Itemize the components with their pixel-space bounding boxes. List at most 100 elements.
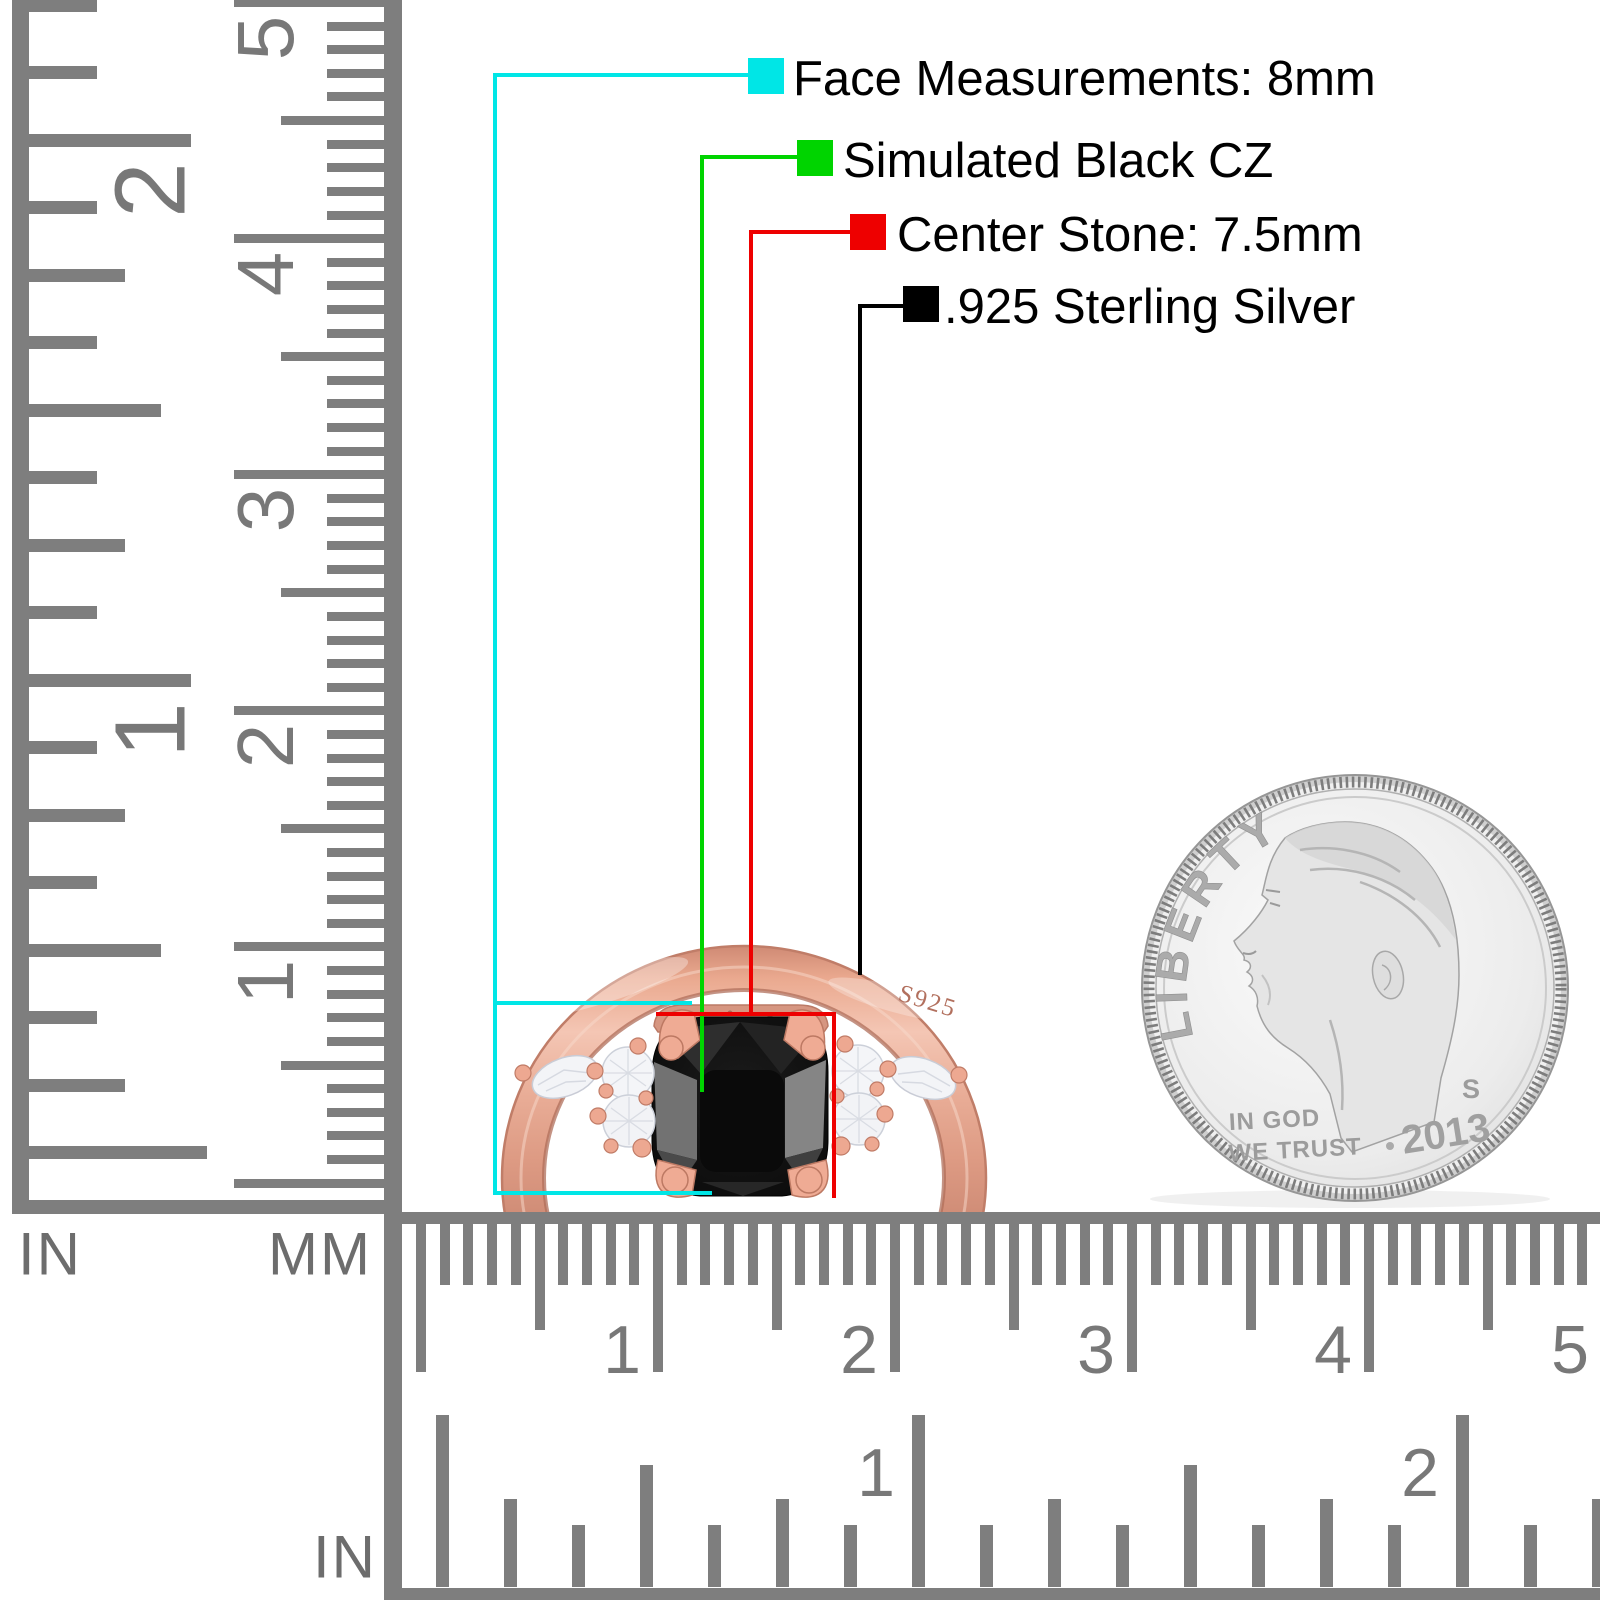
legend-swatch-face-measurements bbox=[748, 58, 784, 94]
ruler-tick bbox=[327, 635, 384, 645]
ruler-tick bbox=[979, 1525, 993, 1587]
ruler-tick bbox=[1183, 1465, 1197, 1587]
legend-swatch-sterling-silver bbox=[903, 286, 939, 322]
ruler-tick bbox=[700, 1222, 711, 1285]
ruler-tick bbox=[327, 800, 384, 810]
ruler-tick bbox=[327, 68, 384, 78]
ruler-tick bbox=[327, 257, 384, 267]
ruler-tick bbox=[327, 517, 384, 527]
ruler-tick bbox=[29, 538, 125, 552]
dime-coin: LIBERTY IN GOD WE TRUST S 2013 bbox=[1141, 774, 1569, 1208]
ruler-number: 2 bbox=[840, 1312, 878, 1388]
ring-photo: S925 bbox=[500, 944, 988, 1215]
ruler-tick bbox=[327, 45, 384, 55]
ruler-tick bbox=[890, 1222, 900, 1372]
ruler-tick bbox=[1127, 1222, 1137, 1372]
left-stone-cluster bbox=[514, 1037, 656, 1158]
ruler-tick bbox=[1032, 1222, 1043, 1285]
ruler-tick bbox=[653, 1222, 663, 1372]
ruler-tick bbox=[1387, 1525, 1401, 1587]
vertical-ruler-inch-spine bbox=[12, 0, 29, 1214]
ruler-tick bbox=[605, 1222, 616, 1285]
ruler-tick bbox=[961, 1222, 972, 1285]
coin-motto-line1: IN GOD bbox=[1228, 1104, 1321, 1136]
ruler-tick bbox=[281, 588, 384, 598]
ruler-tick bbox=[327, 163, 384, 173]
ruler-tick bbox=[937, 1222, 948, 1285]
ruler-tick bbox=[1221, 1222, 1232, 1285]
callout-line-segment bbox=[749, 230, 753, 1016]
ruler-tick bbox=[771, 1222, 782, 1330]
ruler-number: 2 bbox=[1401, 1435, 1439, 1511]
ruler-tick bbox=[327, 1013, 384, 1023]
callout-line-segment bbox=[832, 1012, 836, 1198]
ruler-tick bbox=[676, 1222, 687, 1285]
ruler-tick bbox=[1245, 1222, 1256, 1330]
ruler-tick bbox=[1008, 1222, 1019, 1330]
ruler-tick bbox=[1411, 1222, 1422, 1285]
ruler-tick bbox=[1364, 1222, 1374, 1372]
inch-unit-label: IN bbox=[313, 1523, 377, 1591]
ruler-tick bbox=[234, 706, 384, 716]
ruler-tick bbox=[281, 116, 384, 125]
ruler-tick bbox=[327, 281, 384, 291]
prongs bbox=[655, 1009, 829, 1198]
ruler-tick bbox=[1079, 1222, 1090, 1285]
ruler-tick bbox=[1591, 1499, 1600, 1587]
right-stone-cluster bbox=[829, 1035, 968, 1156]
ruler-tick bbox=[1269, 1222, 1280, 1285]
legend-label-black-cz: Simulated Black CZ bbox=[843, 134, 1274, 188]
ruler-tick bbox=[327, 493, 384, 503]
ruler-tick bbox=[29, 1146, 207, 1159]
ruler-tick bbox=[1103, 1222, 1114, 1285]
ruler-tick bbox=[234, 1178, 384, 1188]
ruler-tick bbox=[1577, 1222, 1588, 1285]
ruler-tick bbox=[29, 268, 125, 282]
legend-label-center-stone: Center Stone: 7.5mm bbox=[897, 208, 1363, 262]
ruler-tick bbox=[1319, 1499, 1333, 1587]
ruler-tick bbox=[327, 659, 384, 669]
ruler-tick bbox=[1553, 1222, 1564, 1285]
ruler-tick bbox=[327, 304, 384, 314]
ruler-tick bbox=[435, 1415, 449, 1587]
ruler-tick bbox=[29, 336, 97, 349]
ruler-number: 1 bbox=[857, 1435, 895, 1511]
ruler-tick bbox=[639, 1465, 653, 1587]
callout-line-segment bbox=[493, 73, 750, 77]
ruler-tick bbox=[1047, 1499, 1061, 1587]
ruler-tick bbox=[843, 1525, 857, 1587]
callout-line-segment bbox=[493, 1001, 692, 1005]
ruler-number: 2 bbox=[94, 162, 207, 218]
legend-label-face-measurements: Face Measurements: 8mm bbox=[793, 52, 1376, 106]
ruler-tick bbox=[1115, 1525, 1129, 1587]
ruler-tick bbox=[327, 92, 384, 102]
ruler-tick bbox=[327, 682, 384, 692]
ruler-number: 5 bbox=[1551, 1312, 1589, 1388]
ruler-tick bbox=[818, 1222, 829, 1285]
ruler-tick bbox=[281, 352, 384, 362]
ruler-tick bbox=[842, 1222, 853, 1285]
ruler-tick bbox=[327, 848, 384, 857]
horizontal-ruler-bottom-bar bbox=[384, 1588, 1600, 1600]
ruler-tick bbox=[29, 943, 161, 957]
ruler-tick bbox=[1292, 1222, 1303, 1285]
ruler-tick bbox=[327, 210, 384, 220]
ruler-tick bbox=[327, 611, 384, 621]
ruler-tick bbox=[487, 1222, 498, 1285]
callout-line-segment bbox=[858, 304, 862, 975]
callout-line-segment bbox=[656, 1012, 836, 1016]
ruler-tick bbox=[866, 1222, 877, 1285]
callout-line-segment bbox=[493, 1191, 712, 1195]
ruler-tick bbox=[1055, 1222, 1066, 1285]
ruler-tick bbox=[327, 871, 384, 881]
ruler-tick bbox=[327, 328, 384, 338]
coin-mint-mark: S bbox=[1462, 1074, 1480, 1104]
ruler-tick bbox=[571, 1525, 585, 1587]
ruler-tick bbox=[327, 1107, 384, 1117]
ruler-tick bbox=[581, 1222, 592, 1285]
ruler-tick bbox=[327, 375, 384, 385]
ruler-tick bbox=[327, 1084, 384, 1094]
ruler-number: 5 bbox=[221, 15, 310, 61]
ruler-tick bbox=[327, 446, 384, 456]
ruler-tick bbox=[503, 1499, 517, 1587]
